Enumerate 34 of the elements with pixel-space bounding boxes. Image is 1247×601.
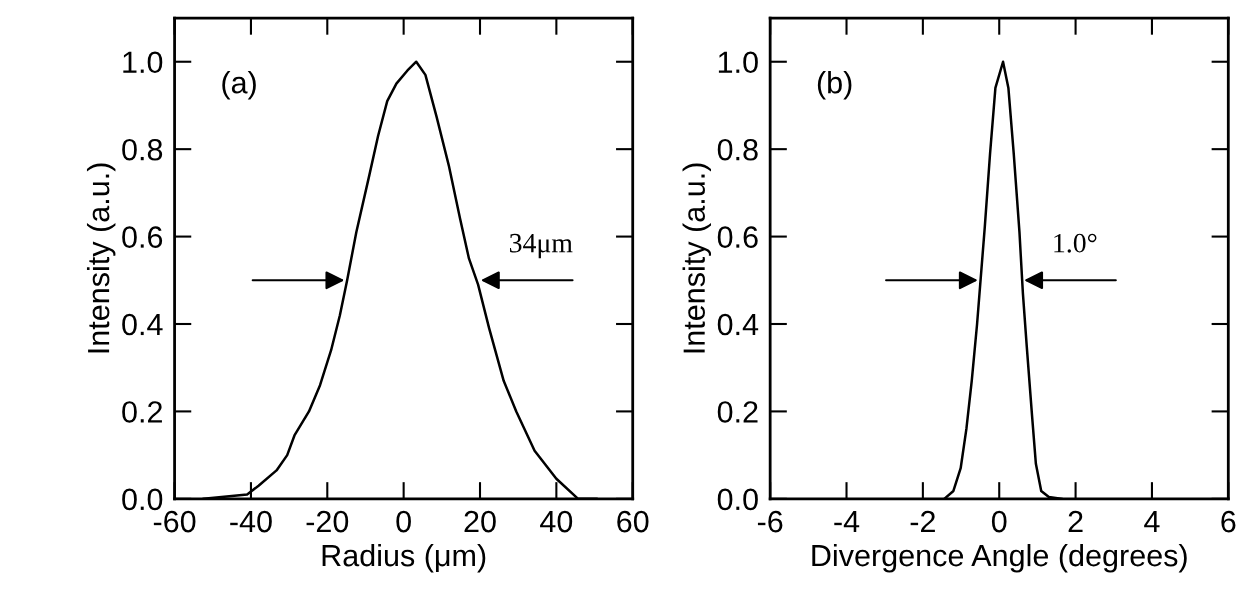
x-tick-label: -20 — [306, 510, 349, 533]
x-axis-title: Radius (μm) — [322, 543, 486, 573]
y-tick-label: 0.8 — [717, 138, 758, 161]
x-tick-label: 6 — [1221, 510, 1236, 533]
x-tick-label: 0 — [991, 510, 1007, 533]
y-tick-label: 0.2 — [717, 401, 758, 423]
x-tick-label: 0 — [396, 510, 411, 533]
x-tick-label: -2 — [910, 510, 935, 533]
annotation: (a) — [222, 71, 256, 100]
y-axis-title: Intensity (a.u.) — [682, 163, 712, 353]
annotation: 34μm — [509, 233, 573, 259]
x-tick-label: 60 — [617, 510, 649, 533]
x-tick-label: -4 — [834, 511, 860, 533]
x-tick-label: 20 — [464, 510, 496, 533]
y-tick-label: 0.6 — [717, 226, 758, 248]
y-tick-label: 0.6 — [122, 226, 163, 248]
y-tick-label: 0.8 — [122, 138, 163, 161]
x-axis-title: Divergence Angle (degrees) — [812, 543, 1187, 573]
y-tick-label: 0.4 — [122, 313, 163, 336]
x-tick-label: 4 — [1144, 511, 1160, 533]
annotation: (b) — [817, 71, 852, 100]
y-tick-label: 1.0 — [718, 51, 758, 74]
x-tick-label: -60 — [153, 510, 196, 533]
y-axis-title: Intensity (a.u.) — [86, 163, 116, 353]
y-tick-label: 0.0 — [122, 488, 163, 511]
y-tick-label: 0.4 — [717, 313, 759, 336]
y-tick-label: 1.0 — [123, 51, 163, 74]
x-tick-label: -6 — [757, 510, 783, 533]
x-tick-label: -40 — [230, 510, 272, 533]
y-tick-label: 0.2 — [122, 401, 162, 423]
x-tick-label: 40 — [540, 510, 573, 533]
x-tick-label: 2 — [1068, 510, 1083, 533]
annotation: 1.0° — [1054, 233, 1097, 253]
y-tick-label: 0.0 — [717, 488, 758, 511]
